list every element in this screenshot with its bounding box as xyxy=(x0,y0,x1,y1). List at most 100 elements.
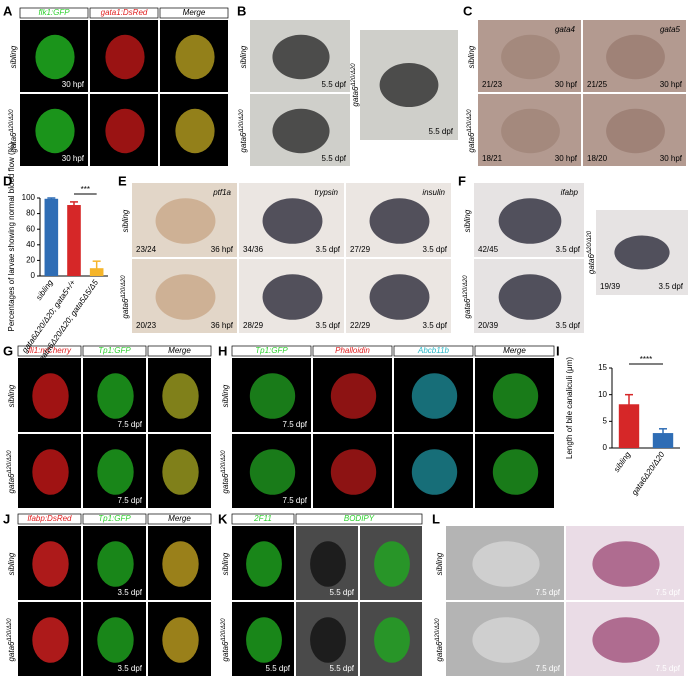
tissue xyxy=(262,274,323,320)
column-header-box xyxy=(231,513,295,525)
column-header-box xyxy=(89,7,159,19)
tissue xyxy=(97,449,134,495)
allele: Δ20/Δ20 xyxy=(7,618,13,643)
tissue xyxy=(32,449,69,495)
column-header: Merge xyxy=(183,8,206,17)
y-tick-label: 40 xyxy=(26,240,35,249)
stage-label: 5.5 dpf xyxy=(330,588,355,597)
allele: Δ20/Δ20 xyxy=(467,109,473,134)
y-axis-label: Percentages of larvae showing normal blo… xyxy=(7,142,16,331)
tissue xyxy=(606,34,665,80)
genotype-label: sibling xyxy=(9,45,18,68)
genotype-label: gata6Δ20/Δ20 xyxy=(435,618,445,662)
allele: Δ20/Δ20 xyxy=(9,109,15,134)
column-header: Tp1:GFP xyxy=(98,346,131,355)
tissue xyxy=(411,449,458,495)
y-tick-label: 10 xyxy=(598,390,607,399)
tissue xyxy=(272,108,330,154)
tissue xyxy=(249,373,296,419)
bar xyxy=(618,404,640,448)
column-label: gata5 xyxy=(660,25,681,34)
tissue xyxy=(97,617,134,663)
count-label: 42/45 xyxy=(478,245,499,254)
tissue xyxy=(155,198,216,244)
y-tick-label: 60 xyxy=(26,224,35,233)
column-header: Merge xyxy=(168,514,191,523)
column-header-box xyxy=(17,345,82,357)
stage-label: 30 hpf xyxy=(660,154,683,163)
y-tick-label: 100 xyxy=(22,193,36,202)
genotype-label: gata6Δ20/Δ20 xyxy=(121,275,131,319)
gene: gata6 xyxy=(587,253,596,274)
tissue xyxy=(501,34,560,80)
stage-label: 3.5 dpf xyxy=(118,588,143,597)
column-header: gata1:DsRed xyxy=(101,8,148,17)
tissue xyxy=(310,541,346,587)
tissue xyxy=(105,108,145,154)
tissue xyxy=(369,198,430,244)
stage-label: 7.5 dpf xyxy=(536,664,561,673)
y-tick-label: 15 xyxy=(598,363,607,372)
stage-label: 7.5 dpf xyxy=(536,588,561,597)
column-label: insulin xyxy=(422,188,445,197)
stage-label: 30 hpf xyxy=(660,80,683,89)
column-header: 2F11 xyxy=(253,514,272,523)
y-tick-label: 5 xyxy=(603,416,608,425)
count-label: 20/39 xyxy=(478,321,499,330)
x-tick-label: sibling xyxy=(612,450,633,474)
tissue xyxy=(272,34,330,80)
column-header: fli1:mCherry xyxy=(28,346,72,355)
stage-label: 5.5 dpf xyxy=(322,80,347,89)
genotype-label: sibling xyxy=(7,384,16,407)
y-tick-label: 0 xyxy=(603,443,608,452)
allele: Δ20/Δ20 xyxy=(587,230,593,255)
genotype-label: sibling xyxy=(121,209,130,232)
tissue xyxy=(175,34,215,80)
tissue xyxy=(330,449,377,495)
bar xyxy=(67,205,81,276)
tissue xyxy=(246,541,282,587)
tissue xyxy=(246,617,282,663)
panel-label: G xyxy=(3,343,13,358)
stage-label: 30 hpf xyxy=(62,80,85,89)
gene: gata6 xyxy=(221,473,230,494)
column-header: Phalloidin xyxy=(335,346,370,355)
count-label: 18/21 xyxy=(482,154,503,163)
stage-label: 7.5 dpf xyxy=(283,496,308,505)
column-header-box xyxy=(231,345,312,357)
stage-label: 36 hpf xyxy=(211,245,234,254)
gene: gata6 xyxy=(9,132,18,153)
allele: Δ20/Δ20 xyxy=(351,63,357,88)
genotype-label: sibling xyxy=(221,552,230,575)
y-axis-label: Length of bile canaliculi (μm) xyxy=(565,357,574,459)
genotype-label: gata6Δ20/Δ20 xyxy=(221,450,231,494)
allele: Δ20/Δ20 xyxy=(463,275,469,300)
y-tick-label: 0 xyxy=(31,271,36,280)
stage-label: 30 hpf xyxy=(555,80,578,89)
tissue xyxy=(97,373,134,419)
tissue xyxy=(310,617,346,663)
gene: gata6 xyxy=(221,641,230,662)
genotype-label: gata6Δ20/Δ20 xyxy=(463,275,473,319)
stage-label: 3.5 dpf xyxy=(316,321,341,330)
column-header-box xyxy=(393,345,474,357)
column-header: Tp1:GFP xyxy=(98,514,131,523)
genotype-label: gata6Δ20/Δ20 xyxy=(7,618,17,662)
count-label: 21/25 xyxy=(587,80,608,89)
genotype-label: sibling xyxy=(435,552,444,575)
column-header-box xyxy=(159,7,229,19)
genotype-label: sibling xyxy=(7,552,16,575)
tissue xyxy=(175,108,215,154)
genotype-label: gata6Δ20/Δ20 xyxy=(467,109,477,153)
tissue xyxy=(249,449,296,495)
genotype-label: gata6Δ20/Δ20 xyxy=(7,450,17,494)
count-label: 18/20 xyxy=(587,154,608,163)
stage-label: 7.5 dpf xyxy=(118,496,143,505)
gene: gata6 xyxy=(121,298,130,319)
column-header-box xyxy=(147,513,212,525)
column-header: Abcb11b xyxy=(417,346,450,355)
panel-label: K xyxy=(218,511,228,526)
count-label: 28/29 xyxy=(243,321,264,330)
allele: Δ20/Δ20 xyxy=(121,275,127,300)
column-header: Tp1:GFP xyxy=(255,346,288,355)
